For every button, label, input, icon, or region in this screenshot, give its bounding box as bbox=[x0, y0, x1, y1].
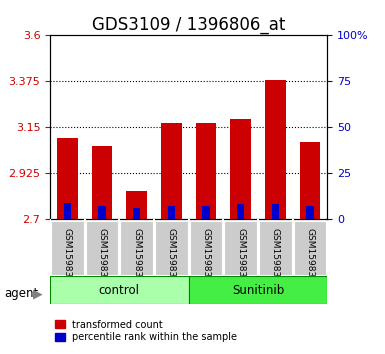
Bar bbox=[230, 119, 251, 219]
Bar bbox=[265, 80, 286, 219]
Text: GSM159832: GSM159832 bbox=[236, 228, 245, 283]
FancyBboxPatch shape bbox=[224, 221, 257, 275]
Bar bbox=[99, 206, 105, 219]
Bar bbox=[133, 208, 140, 219]
Bar bbox=[161, 123, 182, 219]
Text: agent: agent bbox=[4, 287, 38, 300]
Bar bbox=[64, 203, 71, 219]
Text: Sunitinib: Sunitinib bbox=[232, 284, 284, 297]
Bar bbox=[168, 206, 175, 219]
Text: ▶: ▶ bbox=[33, 287, 42, 300]
Text: GSM159831: GSM159831 bbox=[201, 228, 211, 283]
Title: GDS3109 / 1396806_at: GDS3109 / 1396806_at bbox=[92, 16, 285, 34]
Text: GSM159830: GSM159830 bbox=[63, 228, 72, 283]
Text: GSM159834: GSM159834 bbox=[132, 228, 141, 283]
Bar bbox=[272, 204, 279, 219]
FancyBboxPatch shape bbox=[259, 221, 291, 275]
Text: GSM159838: GSM159838 bbox=[305, 228, 315, 283]
FancyBboxPatch shape bbox=[50, 276, 189, 304]
Legend: transformed count, percentile rank within the sample: transformed count, percentile rank withi… bbox=[55, 320, 238, 342]
Bar bbox=[196, 123, 216, 219]
FancyBboxPatch shape bbox=[294, 221, 326, 275]
FancyBboxPatch shape bbox=[121, 221, 153, 275]
Bar bbox=[92, 146, 112, 219]
Bar bbox=[126, 191, 147, 219]
Bar bbox=[57, 138, 78, 219]
Text: control: control bbox=[99, 284, 140, 297]
Bar bbox=[300, 142, 320, 219]
Text: GSM159837: GSM159837 bbox=[271, 228, 280, 283]
Bar bbox=[306, 206, 313, 219]
Text: GSM159833: GSM159833 bbox=[97, 228, 107, 283]
FancyBboxPatch shape bbox=[190, 221, 222, 275]
Bar bbox=[203, 206, 209, 219]
FancyBboxPatch shape bbox=[155, 221, 187, 275]
FancyBboxPatch shape bbox=[86, 221, 118, 275]
Text: GSM159835: GSM159835 bbox=[167, 228, 176, 283]
FancyBboxPatch shape bbox=[189, 276, 327, 304]
Bar bbox=[237, 204, 244, 219]
FancyBboxPatch shape bbox=[51, 221, 84, 275]
